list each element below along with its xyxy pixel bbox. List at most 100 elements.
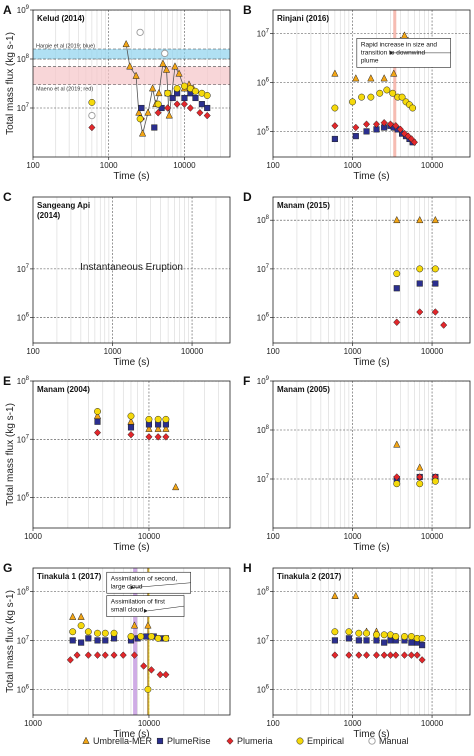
plot-area-d: [273, 197, 470, 343]
data-point: [376, 89, 384, 97]
x-tick-label: 1000: [344, 347, 362, 356]
panel-d: 100 1000 10000 106 107 108 Time (s) D Manam (201…: [243, 190, 471, 368]
data-point: [148, 84, 157, 92]
annotation-arrowhead: [143, 608, 148, 613]
legend-marker: [296, 737, 304, 745]
data-point: [88, 98, 96, 106]
y-tick-label: 108: [17, 54, 30, 64]
data-point: [127, 633, 135, 640]
panel-letter: A: [3, 3, 12, 17]
data-point: [110, 651, 118, 659]
data-point: [73, 651, 81, 659]
data-point: [196, 108, 204, 117]
data-point: [349, 98, 356, 106]
data-point: [164, 89, 172, 97]
data-point: [331, 591, 339, 599]
data-point: [416, 265, 424, 273]
data-point: [410, 138, 418, 147]
legend-marker: [368, 737, 376, 745]
data-point: [416, 463, 424, 471]
legend-label: Manual: [379, 736, 409, 746]
data-point: [101, 651, 109, 659]
data-point: [145, 424, 153, 432]
data-point: [78, 639, 85, 646]
panel-title: Tinakula 1 (2017): [37, 572, 102, 581]
data-point: [69, 612, 77, 620]
data-point: [69, 637, 76, 644]
data-point: [186, 104, 194, 112]
series-plumeria: [331, 118, 418, 147]
panel-e: 1000 10000 106 107 108 Time (s) Total mass flu…: [3, 374, 231, 553]
data-point: [162, 634, 170, 642]
legend-item-umbrella-mer: Umbrella-MER: [82, 736, 153, 746]
y-tick-label: 106: [257, 77, 270, 87]
data-point: [180, 82, 188, 90]
data-point: [135, 108, 143, 116]
data-point: [77, 622, 85, 630]
plot-area-c: [33, 197, 230, 343]
panel-letter: G: [3, 561, 12, 575]
data-point: [154, 424, 162, 432]
annotation-arrowhead: [389, 50, 394, 55]
data-point: [165, 111, 173, 119]
data-point: [392, 122, 400, 130]
data-point: [156, 670, 164, 679]
panel-subtitle: (2014): [37, 211, 60, 220]
data-point: [180, 100, 188, 108]
panel-letter: C: [3, 190, 12, 204]
plot-area-e: [33, 381, 230, 528]
data-point: [363, 128, 370, 135]
reference-band: [33, 66, 230, 85]
data-point: [144, 108, 152, 116]
legend-item-plumerise: PlumeRise: [156, 736, 211, 746]
x-tick-label: 100: [266, 532, 280, 541]
panel-title: Kelud (2014): [37, 14, 85, 23]
data-point: [345, 628, 353, 636]
data-point: [380, 631, 388, 639]
y-tick-label: 109: [257, 376, 270, 386]
data-point: [132, 71, 140, 79]
series-empirical: [393, 265, 439, 278]
series-plumeria: [393, 308, 448, 329]
data-point: [102, 637, 109, 644]
data-point: [144, 621, 152, 629]
y-tick-label: 106: [17, 684, 30, 694]
series-plumeria: [393, 473, 439, 481]
data-point: [88, 123, 96, 132]
data-point: [162, 415, 170, 423]
legend-item-manual: Manual: [368, 736, 409, 746]
x-tick-label: 1000: [24, 719, 42, 728]
y-tick-label: 108: [257, 215, 270, 225]
series-umbrella-mer: [393, 440, 424, 471]
data-point: [145, 415, 153, 423]
data-point: [381, 639, 388, 646]
x-axis-label: Time (s): [113, 542, 149, 553]
plot-area-h: [273, 568, 470, 715]
data-point: [173, 85, 181, 92]
data-point: [93, 428, 102, 437]
data-point: [66, 656, 74, 664]
series-plumeria: [66, 651, 170, 679]
series-plumerise: [393, 280, 439, 292]
series-umbrella-mer: [122, 39, 197, 137]
axes-frame: [272, 567, 471, 716]
data-point: [355, 629, 363, 637]
data-point: [389, 89, 397, 97]
annotation: Assimilation of second,large cloud: [106, 571, 191, 594]
series-empirical: [94, 408, 170, 423]
data-point: [203, 111, 211, 120]
data-point: [418, 656, 426, 664]
data-point: [88, 111, 96, 120]
legend: Umbrella-MER PlumeRise Plumeria Empirical Ma…: [82, 736, 409, 746]
axes-frame: [32, 567, 231, 716]
y-tick-label: 106: [17, 313, 30, 323]
data-point: [383, 86, 391, 94]
data-point: [416, 480, 424, 488]
series-empirical: [88, 82, 211, 123]
data-point: [367, 93, 375, 101]
data-point: [138, 104, 145, 112]
data-point: [352, 133, 359, 140]
axes-frame: [272, 9, 471, 158]
x-tick-label: 10000: [181, 347, 204, 356]
